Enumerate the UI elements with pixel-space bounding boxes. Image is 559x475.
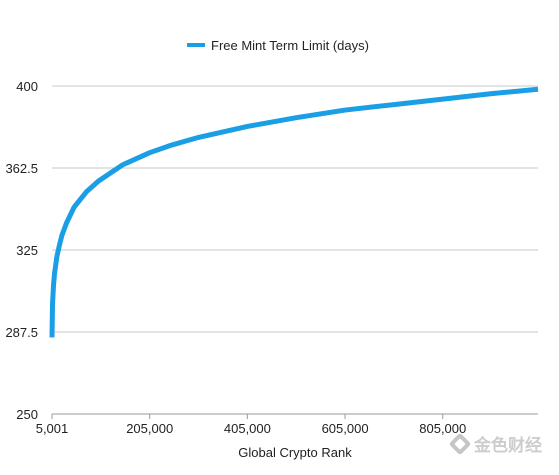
x-tick-label: 5,001 xyxy=(36,421,69,436)
legend-swatch xyxy=(187,43,205,47)
legend: Free Mint Term Limit (days) xyxy=(187,38,369,53)
y-tick-label: 250 xyxy=(16,407,38,422)
x-axis-ticks: 5,001 205,000 405,000 605,000 805,000 xyxy=(36,414,466,436)
gold-diamond-icon xyxy=(449,433,471,455)
grid-lines xyxy=(52,85,538,333)
series-line xyxy=(49,86,539,338)
x-tick-label: 205,000 xyxy=(126,421,173,436)
y-tick-label: 325 xyxy=(16,243,38,258)
watermark: 金色财经 xyxy=(449,433,542,455)
legend-label: Free Mint Term Limit (days) xyxy=(211,38,369,53)
x-tick-label: 805,000 xyxy=(419,421,466,436)
y-axis-ticks: 250 287.5 325 362.5 400 xyxy=(5,79,38,422)
y-tick-label: 287.5 xyxy=(5,325,38,340)
y-tick-label: 400 xyxy=(16,79,38,94)
series-layer xyxy=(49,86,539,338)
watermark-text: 金色财经 xyxy=(473,435,542,455)
x-tick-label: 605,000 xyxy=(322,421,369,436)
x-tick-label: 405,000 xyxy=(224,421,271,436)
y-tick-label: 362.5 xyxy=(5,161,38,176)
x-axis-title: Global Crypto Rank xyxy=(238,445,352,460)
